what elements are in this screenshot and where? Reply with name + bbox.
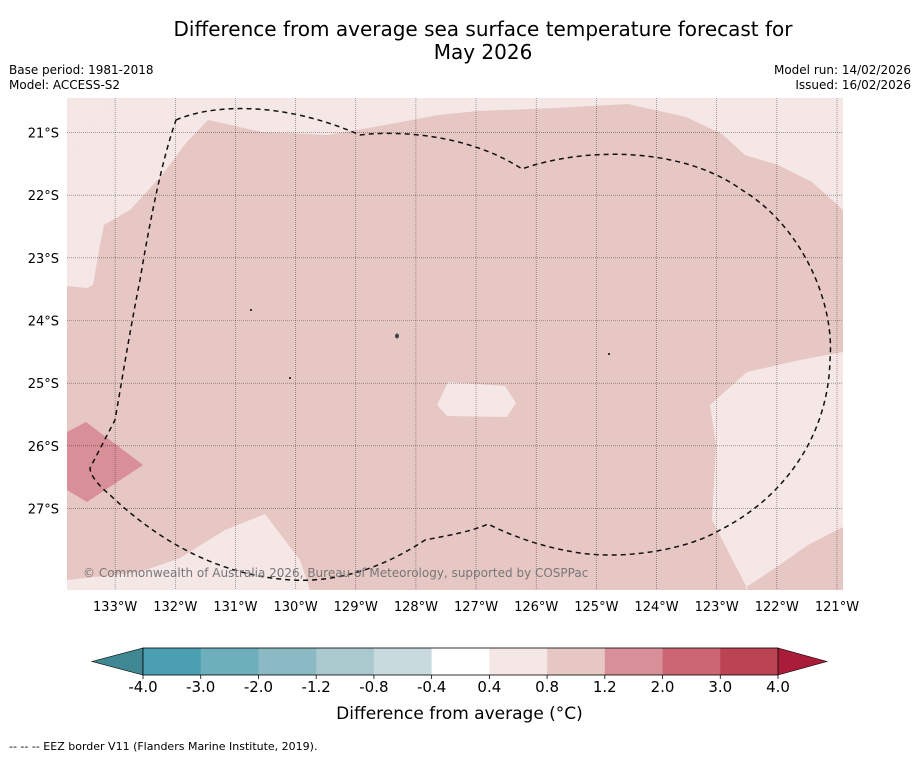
colorbar-tick-label: 0.8 — [535, 678, 559, 696]
island-dot — [289, 377, 291, 379]
eez-footnote: -- -- -- EEZ border V11 (Flanders Marine… — [9, 740, 318, 753]
anomaly-region-0.4-0.8-southeast — [710, 352, 843, 590]
lon-label: 131°W — [213, 600, 257, 615]
lat-label: 25°S — [28, 377, 59, 392]
colorbar-segment — [143, 648, 202, 675]
lon-label: 121°W — [815, 600, 859, 615]
colorbar-tick-label: -0.4 — [417, 678, 446, 696]
colorbar-segment — [373, 648, 432, 675]
colorbar-under-arrow — [90, 647, 144, 676]
latitude-labels: 21°S 22°S 23°S 24°S 25°S 26°S 27°S — [28, 126, 59, 517]
lon-label: 123°W — [695, 600, 739, 615]
lon-label: 130°W — [274, 600, 318, 615]
lat-label: 23°S — [28, 252, 59, 267]
title-line-2: May 2026 — [433, 40, 533, 64]
island-dot — [250, 309, 252, 311]
lat-label: 26°S — [28, 440, 59, 455]
colorbar-tick-label: -3.0 — [186, 678, 215, 696]
colorbar-segment — [604, 648, 663, 675]
meta-left: Base period: 1981-2018 Model: ACCESS-S2 — [9, 63, 154, 93]
colorbar: -4.0 -3.0 -2.0 -1.2 -0.8 -0.4 0.4 0.8 1.2 2.0 3.0 4… — [90, 647, 829, 696]
colorbar-segment — [258, 648, 317, 675]
title-line-1: Difference from average sea surface temp… — [173, 17, 793, 41]
colorbar-segment — [489, 648, 548, 675]
island-dot — [608, 353, 610, 355]
lon-label: 124°W — [634, 600, 678, 615]
lat-label: 24°S — [28, 314, 59, 329]
anomaly-region-0.4-0.8-northwest — [67, 98, 118, 162]
colorbar-over-arrow — [777, 647, 829, 676]
lon-label: 128°W — [394, 600, 438, 615]
lon-label: 129°W — [334, 600, 378, 615]
colorbar-tick-label: 2.0 — [651, 678, 675, 696]
lon-label: 127°W — [454, 600, 498, 615]
lon-label: 132°W — [153, 600, 197, 615]
colorbar-tick-label: 1.2 — [593, 678, 617, 696]
colorbar-segment — [662, 648, 721, 675]
colorbar-segment — [547, 648, 606, 675]
copyright-text: © Commonwealth of Australia 2026, Bureau… — [83, 566, 588, 580]
colorbar-segment — [316, 648, 375, 675]
lon-label: 125°W — [574, 600, 618, 615]
issued-date: Issued: 16/02/2026 — [795, 78, 911, 92]
map-plot-area: © Commonwealth of Australia 2026, Bureau… — [67, 98, 843, 590]
anomaly-region-1.2-2.0 — [67, 422, 143, 502]
colorbar-segment — [431, 648, 490, 675]
colorbar-tick-label: 4.0 — [766, 678, 790, 696]
anomaly-region-0.4-0.8-center — [437, 382, 516, 417]
islands — [250, 309, 610, 379]
colorbar-tick-label: 3.0 — [708, 678, 732, 696]
model-run: Model run: 14/02/2026 — [773, 63, 911, 77]
base-period: Base period: 1981-2018 — [9, 63, 154, 77]
lat-label: 27°S — [28, 503, 59, 518]
colorbar-tick-label: -2.0 — [244, 678, 273, 696]
island-dot — [395, 333, 399, 339]
colorbar-segment — [200, 648, 259, 675]
colorbar-tick-label: -0.8 — [359, 678, 388, 696]
chart-title: Difference from average sea surface temp… — [0, 18, 919, 64]
gridlines — [67, 98, 843, 590]
longitude-labels: 133°W 132°W 131°W 130°W 129°W 128°W 127°W 126°W… — [93, 600, 859, 615]
colorbar-tick-label: -1.2 — [302, 678, 331, 696]
meta-right: Model run: 14/02/2026 Issued: 16/02/2026 — [774, 63, 911, 93]
model-name: Model: ACCESS-S2 — [9, 78, 121, 92]
lat-label: 21°S — [28, 126, 59, 141]
lon-label: 122°W — [755, 600, 799, 615]
lon-label: 133°W — [93, 600, 137, 615]
anomaly-region-0.4-0.8-north — [67, 98, 843, 288]
anomaly-region-0.4-0.8-southwest — [67, 514, 310, 590]
lon-label: 126°W — [514, 600, 558, 615]
colorbar-tick-label: -4.0 — [128, 678, 157, 696]
colorbar-frame — [142, 647, 779, 676]
colorbar-segment — [720, 648, 779, 675]
colorbar-label: Difference from average (°C) — [336, 704, 583, 724]
lat-label: 22°S — [28, 189, 59, 204]
colorbar-tick-label: 0.4 — [477, 678, 501, 696]
